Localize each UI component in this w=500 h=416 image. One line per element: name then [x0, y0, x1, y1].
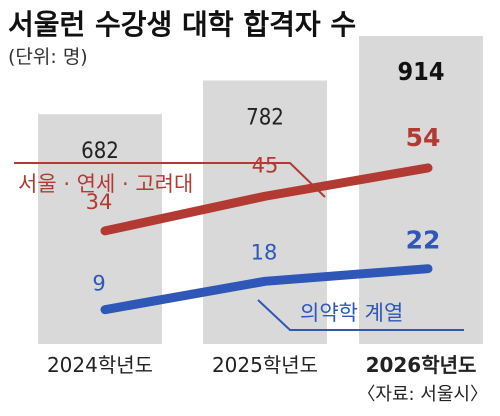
source-label: 〈자료: 서울시〉: [357, 384, 488, 405]
bar-total-label: 914: [398, 57, 445, 86]
bar-total-label: 682: [81, 139, 119, 164]
series-point-label: 54: [406, 123, 441, 152]
bar-2025학년도: [203, 80, 327, 345]
blue-series-label: 의약학 계열: [300, 301, 403, 325]
red-series-callout: [14, 162, 326, 198]
red-series-label: 서울 · 연세 · 고려대: [18, 172, 193, 196]
series-point-label: 9: [92, 272, 105, 296]
series-point-label: 18: [251, 240, 278, 264]
series-point-label: 45: [252, 153, 279, 177]
bar-total-label: 782: [246, 105, 284, 130]
series-line-red-line: [100, 163, 433, 236]
unit-label: (단위: 명): [8, 46, 88, 68]
category-label: 2026학년도: [366, 353, 477, 377]
category-label: 2025학년도: [212, 353, 318, 377]
bar-2026학년도: [359, 36, 483, 344]
series-point-label: 34: [86, 190, 113, 214]
chart-title: 서울런 수강생 대학 합격자 수: [8, 8, 356, 41]
series-line-blue-line: [100, 264, 433, 315]
series-point-label: 22: [406, 226, 441, 255]
category-label: 2024학년도: [47, 353, 153, 377]
blue-series-callout: [257, 299, 464, 331]
